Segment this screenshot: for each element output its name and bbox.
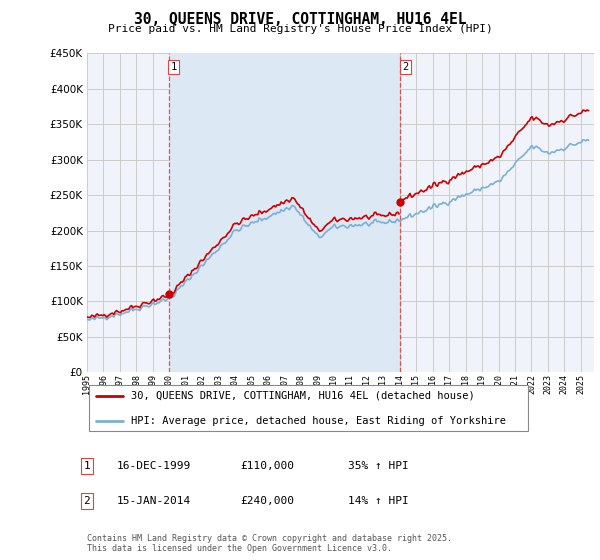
Text: 1: 1 <box>170 62 177 72</box>
Text: £110,000: £110,000 <box>240 461 294 471</box>
Text: 16-DEC-1999: 16-DEC-1999 <box>117 461 191 471</box>
Text: 14% ↑ HPI: 14% ↑ HPI <box>348 496 409 506</box>
Bar <box>169 53 400 372</box>
Text: 2: 2 <box>402 62 409 72</box>
Text: 30, QUEENS DRIVE, COTTINGHAM, HU16 4EL (detached house): 30, QUEENS DRIVE, COTTINGHAM, HU16 4EL (… <box>131 391 475 401</box>
Text: 30, QUEENS DRIVE, COTTINGHAM, HU16 4EL: 30, QUEENS DRIVE, COTTINGHAM, HU16 4EL <box>134 12 466 27</box>
Text: 2: 2 <box>83 496 91 506</box>
Text: £240,000: £240,000 <box>240 496 294 506</box>
Text: 1: 1 <box>83 461 91 471</box>
FancyBboxPatch shape <box>89 385 528 431</box>
Text: 35% ↑ HPI: 35% ↑ HPI <box>348 461 409 471</box>
Text: Contains HM Land Registry data © Crown copyright and database right 2025.
This d: Contains HM Land Registry data © Crown c… <box>87 534 452 553</box>
Text: 15-JAN-2014: 15-JAN-2014 <box>117 496 191 506</box>
Text: HPI: Average price, detached house, East Riding of Yorkshire: HPI: Average price, detached house, East… <box>131 416 506 426</box>
Text: Price paid vs. HM Land Registry's House Price Index (HPI): Price paid vs. HM Land Registry's House … <box>107 24 493 34</box>
